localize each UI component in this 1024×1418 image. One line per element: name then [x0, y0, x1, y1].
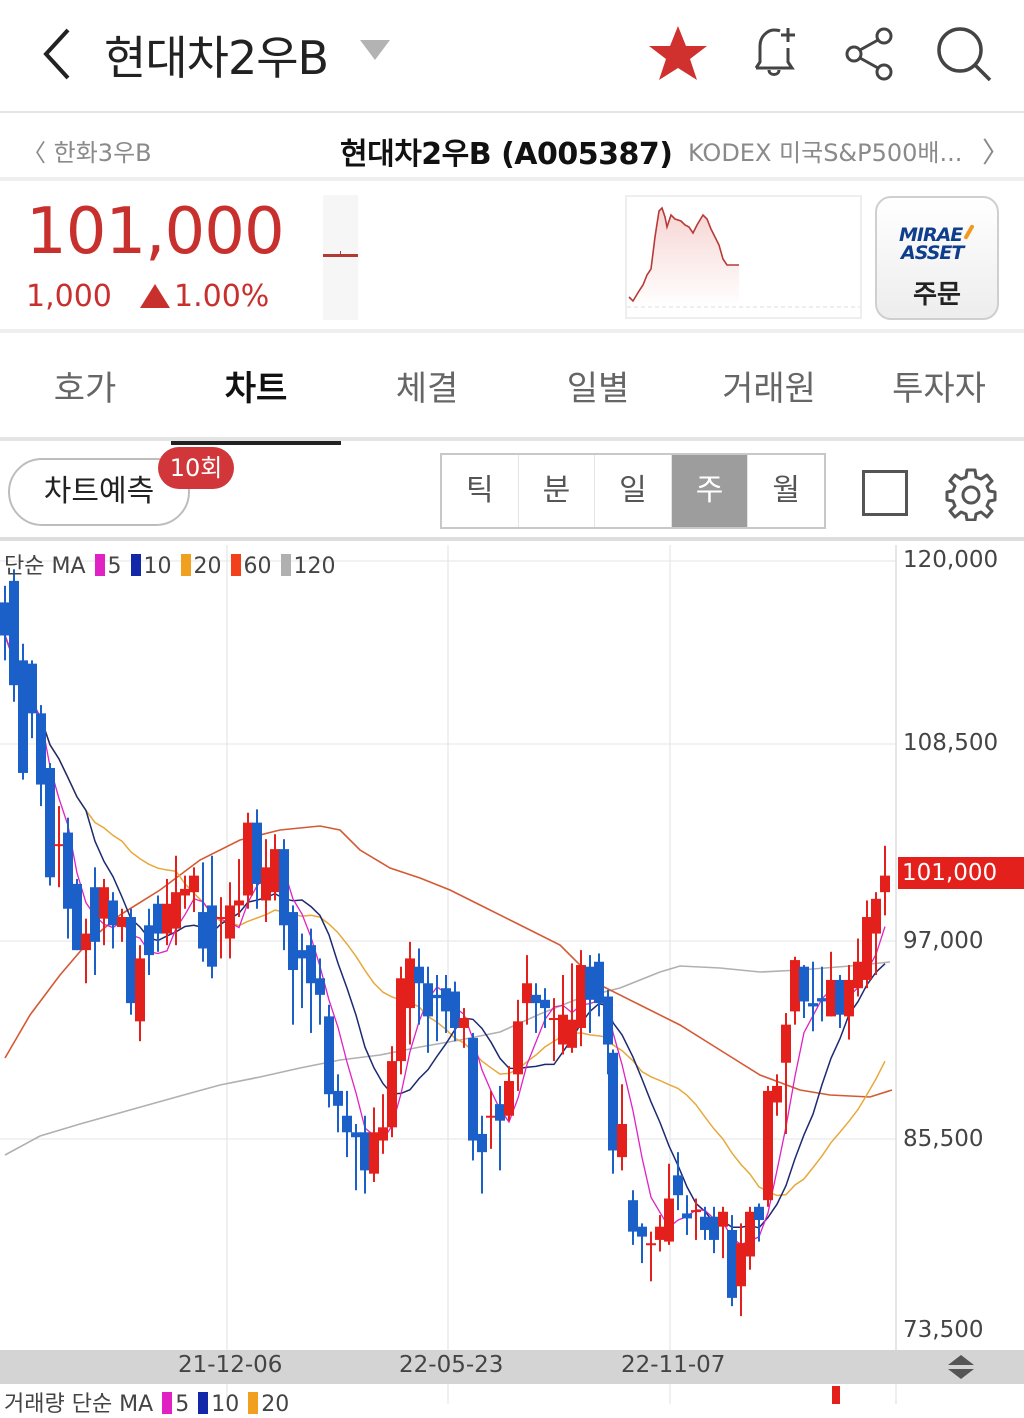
- ma60-label: 60: [243, 554, 272, 579]
- app-header: 현대차2우B: [0, 0, 1024, 113]
- search-button[interactable]: [932, 22, 996, 86]
- ma120-label: 120: [293, 554, 336, 579]
- price-change: 1,000: [26, 279, 112, 314]
- ma60-swatch: [230, 554, 241, 576]
- chart-toolbar: 차트예측 10회 틱 분 일 주 월: [0, 445, 1024, 541]
- ma-legend: 단순 MA 5 10 20 60 120: [4, 548, 336, 580]
- tab-orderbook[interactable]: 호가: [53, 369, 117, 409]
- chevron-right-icon[interactable]: 〉: [982, 136, 1011, 169]
- ma5-label: 5: [107, 554, 122, 579]
- tab-investors[interactable]: 투자자: [892, 369, 986, 409]
- stock-navigator: 〈 한화3우B 현대차2우B (A005387) KODEX 미국S&P500배…: [0, 115, 1024, 181]
- vol-ma10-label: 10: [211, 1392, 240, 1417]
- dropdown-caret-icon[interactable]: [360, 40, 390, 60]
- resize-updown-icon: [948, 1355, 974, 1379]
- panel-resize-handle[interactable]: [946, 1354, 976, 1380]
- tab-daily[interactable]: 일별: [566, 369, 630, 409]
- prev-stock-label: 한화3우B: [53, 139, 152, 167]
- ma120-swatch: [280, 554, 291, 576]
- x-axis-label: 22-11-07: [621, 1352, 726, 1378]
- period-week[interactable]: 주: [671, 455, 749, 527]
- candlestick-chart[interactable]: [0, 545, 1024, 1350]
- period-month[interactable]: 월: [748, 455, 824, 527]
- share-icon: [845, 27, 893, 81]
- y-axis-label: 97,000: [903, 928, 984, 954]
- predict-count-badge: 10회: [158, 447, 234, 489]
- current-price-tag: 101,000: [898, 857, 1024, 889]
- period-day[interactable]: 일: [595, 455, 672, 527]
- order-button[interactable]: MIRAE ASSET 주문: [875, 196, 999, 320]
- detail-tabs: 호가 차트 체결 일별 거래원 투자자: [0, 337, 1024, 445]
- change-pct-value: 1.00%: [174, 279, 270, 314]
- vol-ma5-swatch: [162, 1392, 173, 1414]
- ma20-label: 20: [193, 554, 222, 579]
- price-change-percent: 1.00%: [140, 279, 269, 314]
- period-selector: 틱 분 일 주 월: [440, 453, 826, 529]
- logo-swoosh-icon: [963, 224, 975, 240]
- search-icon: [937, 27, 992, 82]
- period-tick[interactable]: 틱: [442, 455, 519, 527]
- mirae-asset-logo-line2: ASSET: [901, 242, 964, 264]
- chevron-left-icon: 〈: [22, 139, 54, 167]
- fullscreen-square-icon[interactable]: [862, 470, 908, 516]
- stock-title[interactable]: 현대차2우B: [104, 31, 329, 85]
- ma5-swatch: [94, 554, 105, 576]
- prev-stock-link[interactable]: 〈 한화3우B: [22, 133, 152, 168]
- ma20-swatch: [180, 554, 191, 576]
- price-chart[interactable]: [0, 545, 1024, 1350]
- x-axis-date-bar[interactable]: 21-12-06 22-05-23 22-11-07: [0, 1350, 1024, 1384]
- current-stock-name: 현대차2우B (A005387): [340, 137, 673, 172]
- order-label: 주문: [913, 280, 961, 310]
- y-axis-label: 120,000: [903, 547, 999, 573]
- volume-legend-title: 거래량 단순 MA: [4, 1392, 154, 1417]
- ma10-label: 10: [143, 554, 172, 579]
- alert-add-button[interactable]: [742, 22, 806, 86]
- star-icon: [649, 26, 707, 80]
- tab-trades[interactable]: 체결: [395, 369, 459, 409]
- tab-chart[interactable]: 차트: [171, 337, 341, 445]
- vol-ma5-label: 5: [175, 1392, 190, 1417]
- intraday-sparkline[interactable]: [625, 195, 862, 319]
- share-button[interactable]: [838, 22, 902, 86]
- back-button[interactable]: [38, 24, 78, 84]
- mirae-asset-logo: MIRAE: [899, 224, 963, 246]
- vol-ma10-swatch: [198, 1392, 209, 1414]
- chart-settings-button[interactable]: [944, 467, 998, 521]
- daily-mini-candle: [323, 195, 358, 320]
- x-axis-label: 22-05-23: [399, 1352, 504, 1378]
- gear-icon: [945, 468, 997, 521]
- ma10-swatch: [130, 554, 141, 576]
- next-stock-link[interactable]: KODEX 미국S&P500배...: [688, 139, 963, 167]
- favorite-button[interactable]: [646, 22, 710, 86]
- up-triangle-icon: [140, 284, 170, 308]
- y-axis-label: 73,500: [903, 1317, 984, 1343]
- y-axis-label: 108,500: [903, 730, 999, 756]
- volume-ma-legend: 거래량 단순 MA 5 10 20: [4, 1386, 289, 1418]
- period-minute[interactable]: 분: [518, 455, 596, 527]
- quote-panel: 101,000 1,000 1.00% MIRAE ASSET 주문: [0, 185, 1024, 333]
- back-chevron-icon: [43, 28, 70, 80]
- bell-plus-icon: [754, 28, 795, 76]
- vol-ma20-label: 20: [261, 1392, 290, 1417]
- y-axis-label: 85,500: [903, 1126, 984, 1152]
- tab-brokers[interactable]: 거래원: [722, 369, 816, 409]
- ma-legend-title: 단순 MA: [4, 554, 86, 579]
- current-price: 101,000: [26, 195, 285, 269]
- vol-ma20-swatch: [248, 1392, 259, 1414]
- x-axis-label: 21-12-06: [178, 1352, 283, 1378]
